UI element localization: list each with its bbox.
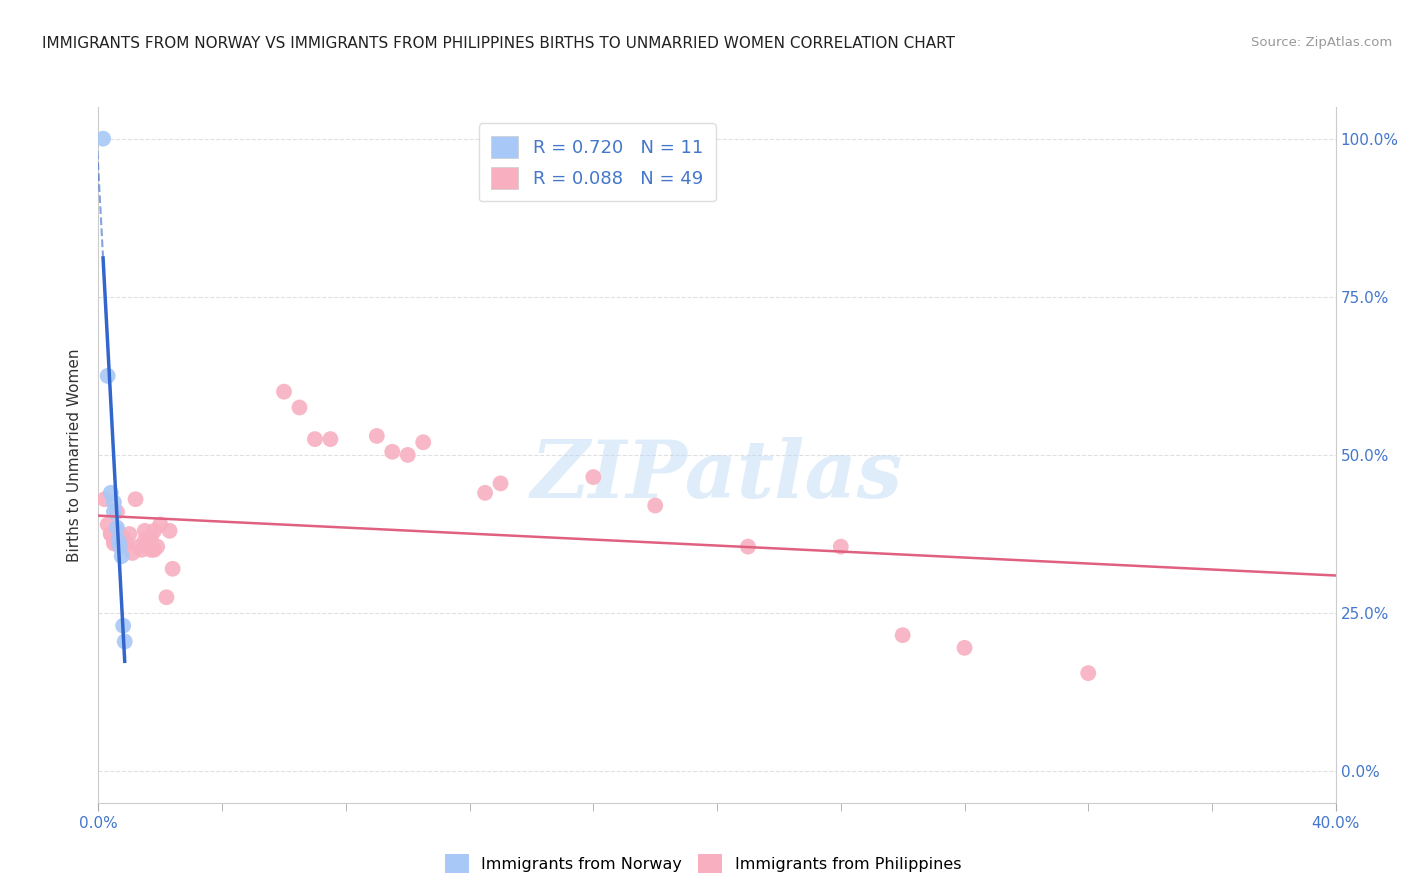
Point — [737, 540, 759, 554]
Point — [134, 533, 156, 548]
Point — [644, 499, 666, 513]
Point — [143, 524, 166, 538]
Point — [111, 549, 134, 563]
Point — [136, 536, 159, 550]
Point — [143, 542, 166, 557]
Point — [108, 536, 131, 550]
Point — [139, 530, 162, 544]
Legend: Immigrants from Norway, Immigrants from Philippines: Immigrants from Norway, Immigrants from … — [439, 847, 967, 880]
Point — [103, 536, 125, 550]
Point — [103, 505, 125, 519]
Point — [97, 368, 120, 383]
Text: IMMIGRANTS FROM NORWAY VS IMMIGRANTS FROM PHILIPPINES BIRTHS TO UNMARRIED WOMEN : IMMIGRANTS FROM NORWAY VS IMMIGRANTS FRO… — [42, 36, 955, 51]
Point — [100, 486, 122, 500]
Point — [93, 492, 115, 507]
Point — [107, 527, 129, 541]
Point — [97, 517, 120, 532]
Point — [112, 530, 135, 544]
Point — [128, 540, 150, 554]
Point — [114, 634, 136, 648]
Point — [108, 530, 131, 544]
Point — [1077, 666, 1099, 681]
Text: ZIPatlas: ZIPatlas — [531, 437, 903, 515]
Point — [112, 536, 135, 550]
Point — [891, 628, 914, 642]
Y-axis label: Births to Unmarried Women: Births to Unmarried Women — [67, 348, 83, 562]
Point — [112, 618, 135, 632]
Point — [139, 542, 162, 557]
Point — [105, 524, 128, 538]
Point — [474, 486, 496, 500]
Point — [412, 435, 434, 450]
Point — [146, 540, 169, 554]
Point — [131, 542, 153, 557]
Point — [319, 432, 342, 446]
Point — [121, 546, 143, 560]
Point — [124, 492, 146, 507]
Point — [107, 533, 129, 548]
Point — [953, 640, 976, 655]
Point — [108, 540, 131, 554]
Point — [91, 131, 114, 145]
Point — [103, 495, 125, 509]
Point — [162, 562, 184, 576]
Point — [118, 527, 141, 541]
Point — [830, 540, 852, 554]
Point — [288, 401, 311, 415]
Point — [136, 540, 159, 554]
Point — [103, 533, 125, 548]
Point — [155, 591, 177, 605]
Point — [396, 448, 419, 462]
Point — [366, 429, 388, 443]
Point — [105, 505, 128, 519]
Point — [273, 384, 295, 399]
Point — [115, 536, 138, 550]
Point — [304, 432, 326, 446]
Point — [105, 521, 128, 535]
Point — [134, 524, 156, 538]
Point — [159, 524, 181, 538]
Legend: R = 0.720   N = 11, R = 0.088   N = 49: R = 0.720 N = 11, R = 0.088 N = 49 — [478, 123, 716, 202]
Point — [489, 476, 512, 491]
Point — [100, 527, 122, 541]
Point — [381, 444, 404, 458]
Point — [100, 527, 122, 541]
Point — [149, 517, 172, 532]
Point — [582, 470, 605, 484]
Text: Source: ZipAtlas.com: Source: ZipAtlas.com — [1251, 36, 1392, 49]
